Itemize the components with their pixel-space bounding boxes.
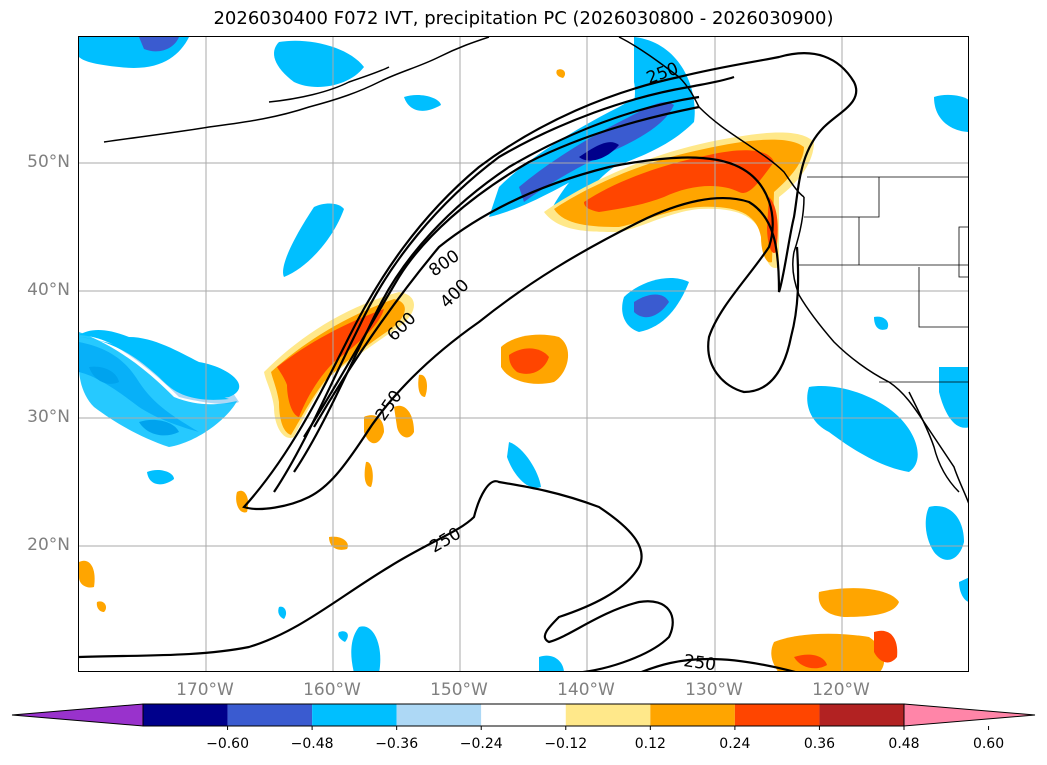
border-states-4 bbox=[918, 267, 968, 328]
ivt-250-south bbox=[79, 480, 674, 671]
gridlines bbox=[79, 37, 968, 671]
shade-neg-se2 bbox=[939, 367, 968, 428]
colorbar-segment bbox=[481, 704, 566, 726]
ivt-800 bbox=[303, 105, 700, 438]
shade-pos-se2 bbox=[771, 633, 885, 671]
map-frame: 800 600 400 250 250 250 250 bbox=[78, 36, 969, 672]
shade-neg-mid-core bbox=[634, 294, 669, 318]
shade-pos-blob2 bbox=[364, 415, 384, 444]
shade-neg-bot2 bbox=[539, 655, 564, 671]
coast-us-west bbox=[792, 196, 968, 504]
colorbar-segment bbox=[312, 704, 397, 726]
shade-neg-tiny2 bbox=[278, 606, 287, 619]
colorbar-tick-label: 0.60 bbox=[972, 736, 1005, 752]
shade-neg-nw-core bbox=[139, 37, 179, 52]
colorbar-segments bbox=[11, 703, 1036, 730]
shade-pos-blob1-red bbox=[509, 348, 549, 374]
colorbar-segment bbox=[143, 704, 228, 726]
shade-pos-blob8 bbox=[79, 560, 95, 588]
ivt-400 bbox=[273, 75, 735, 493]
lat-label-20n: 20°N bbox=[27, 535, 70, 555]
shade-pos-blob4 bbox=[418, 374, 427, 397]
map-title: 2026030400 F072 IVT, precipitation PC (2… bbox=[213, 8, 834, 29]
precip-shading bbox=[79, 37, 968, 671]
colorbar bbox=[11, 703, 1036, 730]
coast-alaska-south bbox=[103, 37, 490, 143]
shade-pos-blob3 bbox=[394, 405, 414, 438]
shade-neg-bot1 bbox=[351, 626, 381, 671]
shade-pos-blob5 bbox=[364, 461, 373, 487]
border-states-1 bbox=[804, 177, 880, 218]
shade-pos-nw-ar-red bbox=[277, 309, 384, 417]
colorbar-segment bbox=[650, 704, 735, 726]
shade-neg-streak bbox=[283, 203, 344, 277]
colorbar-outline bbox=[142, 703, 905, 727]
colorbar-extend-min bbox=[11, 703, 144, 727]
colorbar-tick-label: −0.36 bbox=[375, 736, 419, 752]
colorbar-tick-label: 0.24 bbox=[719, 736, 751, 752]
lon-label-170w: 170°W bbox=[176, 680, 234, 700]
lat-label-50n: 50°N bbox=[27, 152, 70, 172]
shade-neg-se3 bbox=[925, 506, 964, 560]
colorbar-tick-label: −0.12 bbox=[544, 736, 588, 752]
border-states-6 bbox=[958, 226, 968, 278]
colorbar-segment bbox=[819, 704, 904, 726]
shade-pos-se2-red bbox=[794, 654, 827, 669]
lon-label-120w: 120°W bbox=[812, 680, 870, 700]
lon-label-160w: 160°W bbox=[303, 680, 361, 700]
lon-label-150w: 150°W bbox=[430, 680, 488, 700]
shade-pos-se1 bbox=[818, 588, 899, 617]
ivt-250-outer bbox=[242, 52, 858, 511]
shade-neg-ne1 bbox=[934, 94, 968, 132]
colorbar-tick-label: −0.48 bbox=[290, 736, 334, 752]
shade-neg-west-main bbox=[79, 330, 240, 399]
colorbar-segment bbox=[396, 704, 482, 726]
ivt-contours bbox=[79, 52, 858, 671]
lat-label-30n: 30°N bbox=[27, 407, 70, 427]
shade-neg-se1 bbox=[807, 386, 918, 472]
shade-neg-tiny1 bbox=[874, 316, 889, 330]
shade-neg-small2 bbox=[507, 442, 541, 488]
colorbar-segment bbox=[565, 704, 651, 726]
colorbar-extend-max bbox=[903, 703, 1036, 727]
shade-pos-se3 bbox=[874, 630, 898, 663]
colorbar-tick-label: 0.36 bbox=[803, 736, 836, 752]
colorbar-tick-label: 0.48 bbox=[888, 736, 920, 752]
contour-label-400: 400 bbox=[436, 275, 473, 312]
shade-pos-blob6 bbox=[236, 490, 249, 513]
shade-neg-se4 bbox=[959, 577, 968, 602]
shade-pos-blob7 bbox=[329, 536, 348, 550]
shade-pos-ne-ar-red bbox=[584, 150, 774, 212]
shade-neg-gulf-core bbox=[579, 142, 619, 161]
coast-baja bbox=[908, 391, 960, 493]
ivt-250-inner bbox=[313, 156, 800, 428]
shade-neg-small1 bbox=[404, 94, 441, 111]
map-canvas: 800 600 400 250 250 250 250 bbox=[79, 37, 968, 672]
shade-neg-tiny3 bbox=[338, 631, 348, 642]
political-borders bbox=[797, 176, 968, 383]
shade-neg-aleutian bbox=[274, 40, 364, 87]
colorbar-tick-label: −0.60 bbox=[206, 736, 249, 752]
colorbar-segment bbox=[734, 704, 820, 726]
ivt-250-south2 bbox=[641, 657, 796, 671]
lat-label-40n: 40°N bbox=[27, 280, 70, 300]
coast-alaska-peninsula bbox=[268, 66, 390, 103]
shade-pos-blob9 bbox=[96, 601, 107, 612]
shade-neg-small3 bbox=[147, 469, 174, 485]
coast-bc bbox=[698, 106, 805, 198]
shade-pos-tiny bbox=[556, 69, 566, 78]
lon-label-130w: 130°W bbox=[685, 680, 743, 700]
contour-label-250-c: 250 bbox=[682, 651, 717, 672]
colorbar-tick-label: −0.24 bbox=[459, 736, 503, 752]
ivt-600 bbox=[293, 95, 700, 473]
colorbar-tick-label: 0.12 bbox=[634, 736, 666, 752]
lon-label-140w: 140°W bbox=[557, 680, 615, 700]
colorbar-segment bbox=[227, 704, 313, 726]
